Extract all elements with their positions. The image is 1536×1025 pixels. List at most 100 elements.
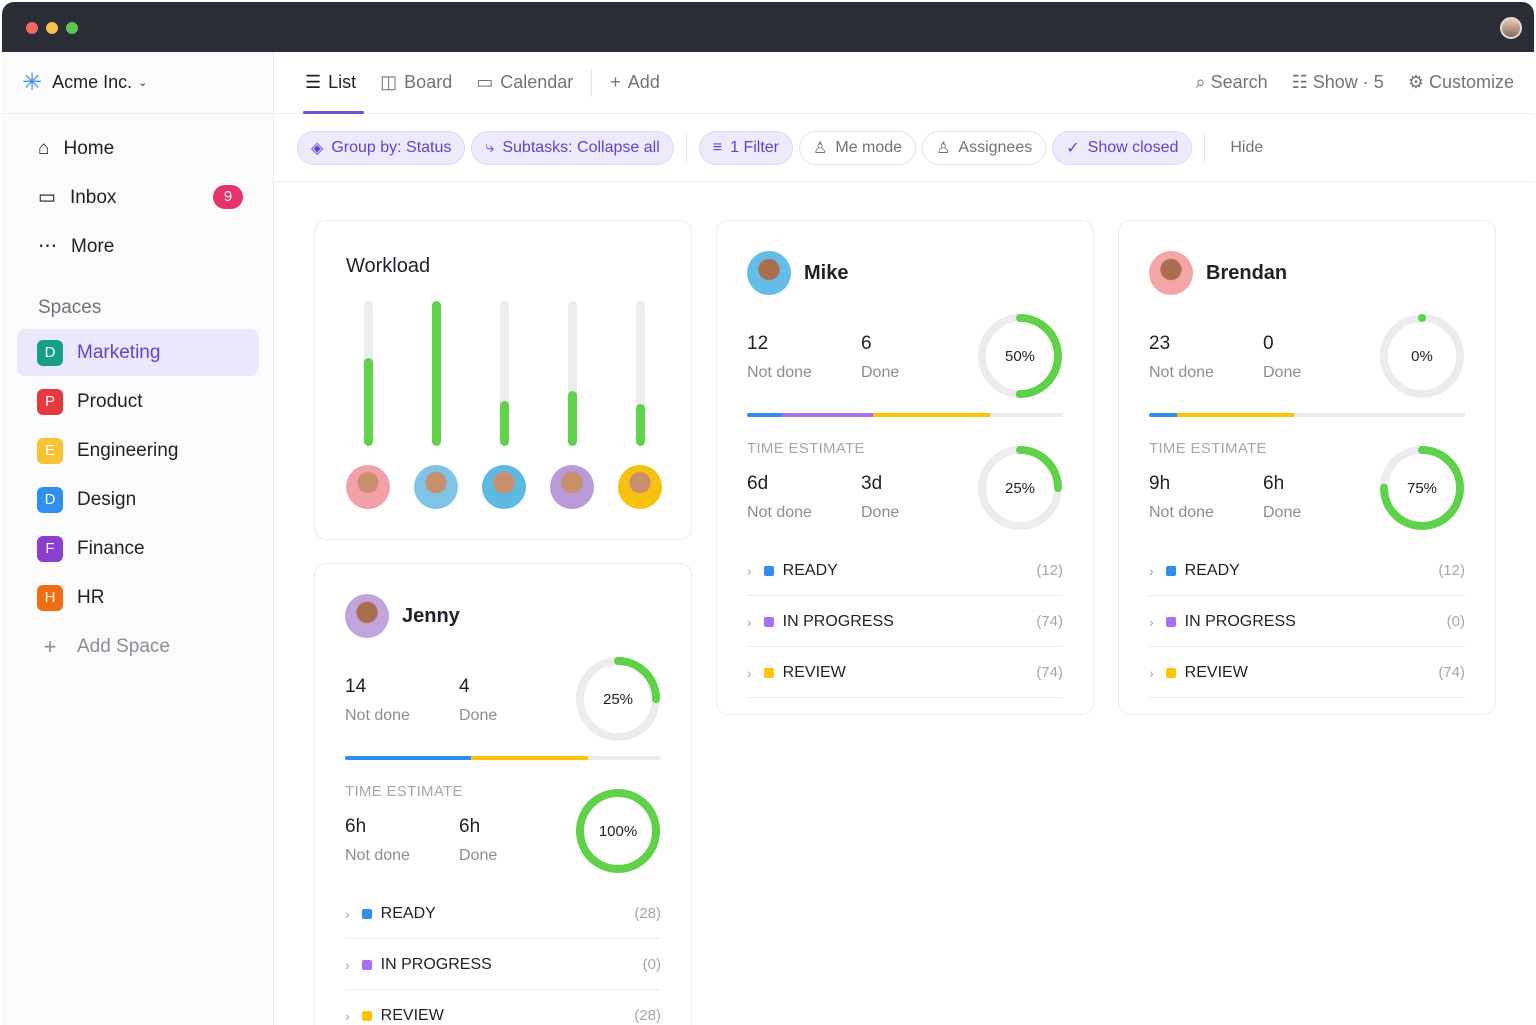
assignee-avatar[interactable]	[550, 465, 594, 509]
customize-label: Customize	[1428, 72, 1514, 92]
person-card-mike: Mike 12 6 Not done Done 50% TIME ESTIMAT…	[716, 220, 1094, 715]
sidebar-item-inbox[interactable]: ▭ Inbox 9	[2, 173, 273, 222]
hide-button[interactable]: Hide	[1217, 131, 1276, 165]
person-card-jenny: Jenny 14 4 Not done Done 25% TIME ESTIMA…	[314, 563, 692, 1025]
group-by-button[interactable]: ◈ Group by: Status	[297, 130, 466, 165]
time-estimate-heading: TIME ESTIMATE	[1149, 440, 1267, 457]
progress-ring-fill	[576, 657, 660, 741]
sidebar-item-engineering[interactable]: E Engineering	[17, 427, 259, 474]
te-done-value: 6h	[1263, 473, 1285, 494]
sidebar-item-product[interactable]: P Product	[17, 378, 259, 425]
status-group-ready[interactable]: › READY (28)	[345, 889, 661, 939]
not-done-label: Not done	[345, 707, 410, 724]
status-count: (74)	[1036, 664, 1063, 681]
not-done-label: Not done	[747, 364, 812, 381]
tab-label: List	[328, 72, 357, 92]
workload-bar	[500, 301, 509, 446]
space-icon: H	[37, 584, 63, 611]
assignees-button[interactable]: ♙ Assignees	[922, 130, 1047, 165]
sidebar-item-hr[interactable]: H HR	[17, 574, 259, 621]
subtasks-button[interactable]: ⤷ Subtasks: Collapse all	[471, 130, 674, 165]
assignee-avatar[interactable]	[618, 465, 662, 509]
space-label: Marketing	[77, 341, 161, 363]
status-count: (74)	[1036, 613, 1063, 630]
avatar	[1149, 251, 1193, 295]
assignee-avatar[interactable]	[414, 465, 458, 509]
chip-label: Me mode	[835, 138, 903, 156]
chip-label: Group by: Status	[331, 138, 452, 156]
workload-bar-fill	[364, 357, 373, 446]
sidebar-item-marketing[interactable]: D Marketing	[17, 329, 259, 376]
status-group-review[interactable]: › REVIEW (74)	[747, 648, 1063, 698]
tab-calendar[interactable]: ▭ Calendar	[476, 52, 573, 114]
status-group-in-progress[interactable]: › IN PROGRESS (74)	[747, 597, 1063, 647]
workload-bar-fill	[500, 401, 509, 446]
status-group-review[interactable]: › REVIEW (74)	[1149, 648, 1465, 698]
tab-board[interactable]: ◫ Board	[380, 52, 452, 114]
workspace-name: Acme Inc.	[52, 72, 133, 92]
zoom-window-button[interactable]	[66, 22, 78, 34]
progress-ring: 75%	[1380, 446, 1464, 530]
status-label: REVIEW	[380, 1006, 444, 1024]
status-group-review[interactable]: › REVIEW (28)	[345, 991, 661, 1025]
user-icon: ♙	[813, 139, 828, 157]
status-group-ready[interactable]: › READY (12)	[747, 546, 1063, 596]
progress-ring: 100%	[576, 789, 660, 873]
customize-button[interactable]: ⚙ Customize	[1408, 72, 1514, 93]
status-count: (74)	[1438, 664, 1465, 681]
inbox-icon: ▭	[38, 187, 56, 208]
done-label: Done	[459, 847, 498, 864]
show-button[interactable]: ☷ Show · 5	[1292, 72, 1384, 93]
show-closed-button[interactable]: ✓ Show closed	[1052, 130, 1193, 165]
workspace-switcher[interactable]: ✳ Acme Inc. ⌄	[2, 52, 273, 114]
done-label: Done	[861, 504, 900, 521]
chevron-right-icon: ›	[1149, 562, 1154, 579]
sidebar-item-home[interactable]: ⌂ Home	[2, 124, 273, 173]
sidebar: ✳ Acme Inc. ⌄ ⌂ Home ▭ Inbox 9 ⋯ More Spaces…	[2, 52, 274, 1025]
chevron-right-icon: ›	[345, 1007, 350, 1024]
status-group-in-progress[interactable]: › IN PROGRESS (0)	[1149, 597, 1465, 647]
chevron-right-icon: ›	[747, 562, 752, 579]
show-label: Show · 5	[1312, 72, 1384, 92]
minimize-window-button[interactable]	[46, 22, 58, 34]
sidebar-item-design[interactable]: D Design	[17, 476, 259, 523]
te-done-value: 6h	[459, 816, 481, 837]
sidebar-item-finance[interactable]: F Finance	[17, 525, 259, 572]
add-view-button[interactable]: + Add	[610, 52, 660, 114]
workload-bar-fill	[636, 403, 645, 446]
workload-title: Workload	[346, 255, 431, 277]
status-label: READY	[782, 561, 838, 579]
chevron-right-icon: ›	[1149, 613, 1154, 630]
status-count: (0)	[1446, 613, 1465, 630]
space-label: Product	[77, 390, 143, 412]
status-color-dot	[1165, 616, 1176, 627]
sidebar-item-more[interactable]: ⋯ More	[2, 222, 273, 271]
time-estimate-heading: TIME ESTIMATE	[747, 440, 865, 457]
status-group-ready[interactable]: › READY (12)	[1149, 546, 1465, 596]
person-name: Brendan	[1206, 262, 1288, 284]
space-label: HR	[77, 586, 105, 608]
view-tabs: ☰ List ◫ Board ▭ Calendar + Add ⌕ Search ☷ S…	[275, 52, 1534, 114]
close-window-button[interactable]	[26, 22, 38, 34]
assignee-avatar[interactable]	[346, 465, 390, 509]
divider	[685, 133, 687, 162]
tab-list[interactable]: ☰ List	[302, 52, 365, 114]
assignee-avatar[interactable]	[482, 465, 526, 509]
person-name: Mike	[804, 262, 849, 284]
status-color-dot	[763, 616, 774, 627]
user-avatar[interactable]	[1500, 17, 1522, 39]
me-mode-button[interactable]: ♙ Me mode	[799, 130, 917, 165]
plus-icon: +	[43, 633, 57, 659]
search-button[interactable]: ⌕ Search	[1196, 72, 1268, 93]
add-space-button[interactable]: + Add Space	[17, 623, 259, 670]
status-count: (12)	[1036, 562, 1063, 579]
chevron-right-icon: ›	[747, 613, 752, 630]
subtasks-icon: ⤷	[485, 138, 495, 156]
nav-label: More	[71, 235, 115, 257]
te-not-done-value: 6h	[345, 816, 367, 837]
filter-button[interactable]: ≡ 1 Filter	[698, 130, 794, 165]
status-label: IN PROGRESS	[1184, 612, 1296, 630]
workload-bar-fill	[568, 390, 577, 446]
status-group-in-progress[interactable]: › IN PROGRESS (0)	[345, 940, 661, 990]
